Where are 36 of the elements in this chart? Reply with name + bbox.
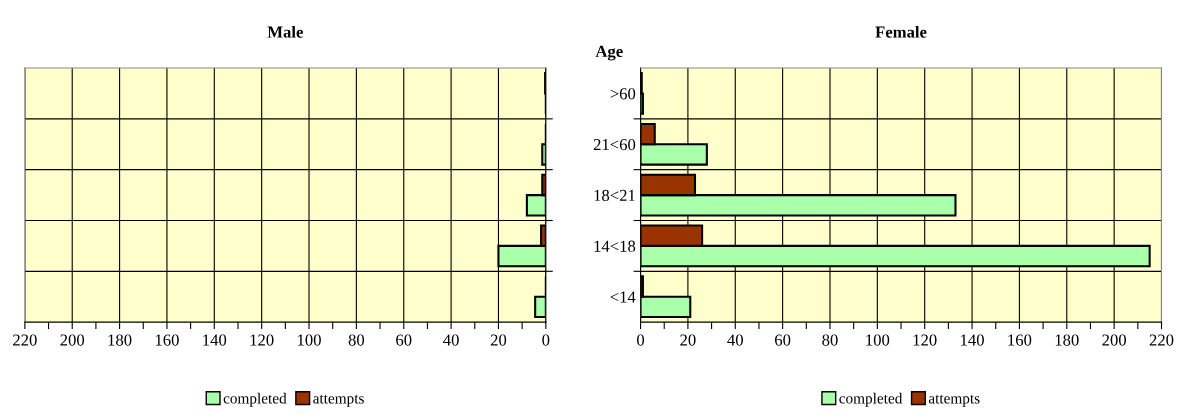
legend-label: completed [839,392,903,407]
x-tick-label: 200 [60,334,85,346]
legend-label: attempts [928,394,980,407]
y-tick-label: >60 [610,88,636,100]
x-tick-label: 160 [1008,334,1032,346]
x-tick-label: 80 [348,334,365,346]
x-tick-label: 180 [1055,334,1079,346]
chart-title: Female [875,25,927,38]
y-tick-label: 14<18 [594,240,636,252]
legend-label: completed [223,392,287,407]
chart-title: Male [267,25,303,38]
x-tick-label: 0 [637,334,645,346]
x-tick-label: 220 [13,334,37,346]
y-tick-label: 18<21 [594,189,635,202]
x-tick-label: 140 [961,334,984,346]
x-tick-label: 200 [1102,334,1127,346]
x-tick-label: 100 [866,334,890,346]
x-tick-label: 100 [297,334,321,346]
x-tick-label: 60 [396,334,412,346]
legend-label: attempts [313,394,364,407]
x-tick-label: 40 [727,334,743,346]
x-tick-label: 60 [775,334,791,346]
x-tick-label: 20 [490,334,507,346]
x-tick-label: 120 [913,334,937,346]
y-axis-title: Age [595,45,623,61]
x-tick-label: 220 [1149,334,1174,346]
x-tick-label: 180 [108,334,132,346]
x-tick-label: 120 [250,334,274,346]
y-tick-label: <14 [610,291,636,303]
y-tick-label: 21<60 [593,138,636,151]
x-tick-label: 80 [822,334,838,346]
x-tick-label: 40 [443,334,459,346]
x-tick-label: 140 [203,334,227,346]
x-tick-label: 0 [542,334,550,346]
x-tick-label: 160 [155,334,179,346]
x-tick-label: 20 [680,334,696,346]
